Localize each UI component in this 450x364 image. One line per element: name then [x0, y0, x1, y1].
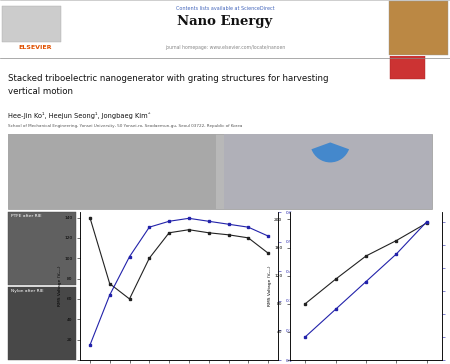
- Bar: [8, 134, 432, 209]
- Text: ELSEVIER: ELSEVIER: [18, 45, 51, 50]
- Y-axis label: RMS Voltage (Vₚₖₛ): RMS Voltage (Vₚₖₛ): [58, 266, 62, 306]
- Text: School of Mechanical Engineering, Yonsei University, 50 Yonsei-ro, Seodaemun-gu,: School of Mechanical Engineering, Yonsei…: [8, 124, 243, 128]
- Y-axis label: RMS Voltage (Vₚₖₛ): RMS Voltage (Vₚₖₛ): [268, 266, 272, 306]
- Bar: [8, 213, 76, 285]
- Wedge shape: [311, 142, 349, 162]
- Bar: [8, 134, 216, 209]
- Text: Nylon after RIE: Nylon after RIE: [11, 289, 44, 293]
- Text: Contents lists available at ScienceDirect: Contents lists available at ScienceDirec…: [176, 5, 274, 11]
- Text: PTFE after RIE: PTFE after RIE: [11, 214, 41, 218]
- Bar: [8, 287, 76, 360]
- Bar: [2, 5, 61, 42]
- Bar: [389, 1, 448, 55]
- Bar: [224, 134, 432, 209]
- Text: Hee-Jin Ko¹, Heejun Seong¹, Jongbaeg Kimˆ: Hee-Jin Ko¹, Heejun Seong¹, Jongbaeg Kim…: [8, 112, 151, 119]
- Y-axis label: RMS Current (μAₚₖₛ): RMS Current (μAₚₖₛ): [295, 265, 299, 308]
- Bar: [390, 51, 425, 79]
- Text: Stacked triboelectric nanogenerator with grating structures for harvesting
verti: Stacked triboelectric nanogenerator with…: [8, 74, 328, 96]
- Bar: [0, 0, 70, 56]
- Text: journal homepage: www.elsevier.com/locate/nanoen: journal homepage: www.elsevier.com/locat…: [165, 45, 285, 50]
- Text: Nano Energy: Nano Energy: [177, 15, 273, 28]
